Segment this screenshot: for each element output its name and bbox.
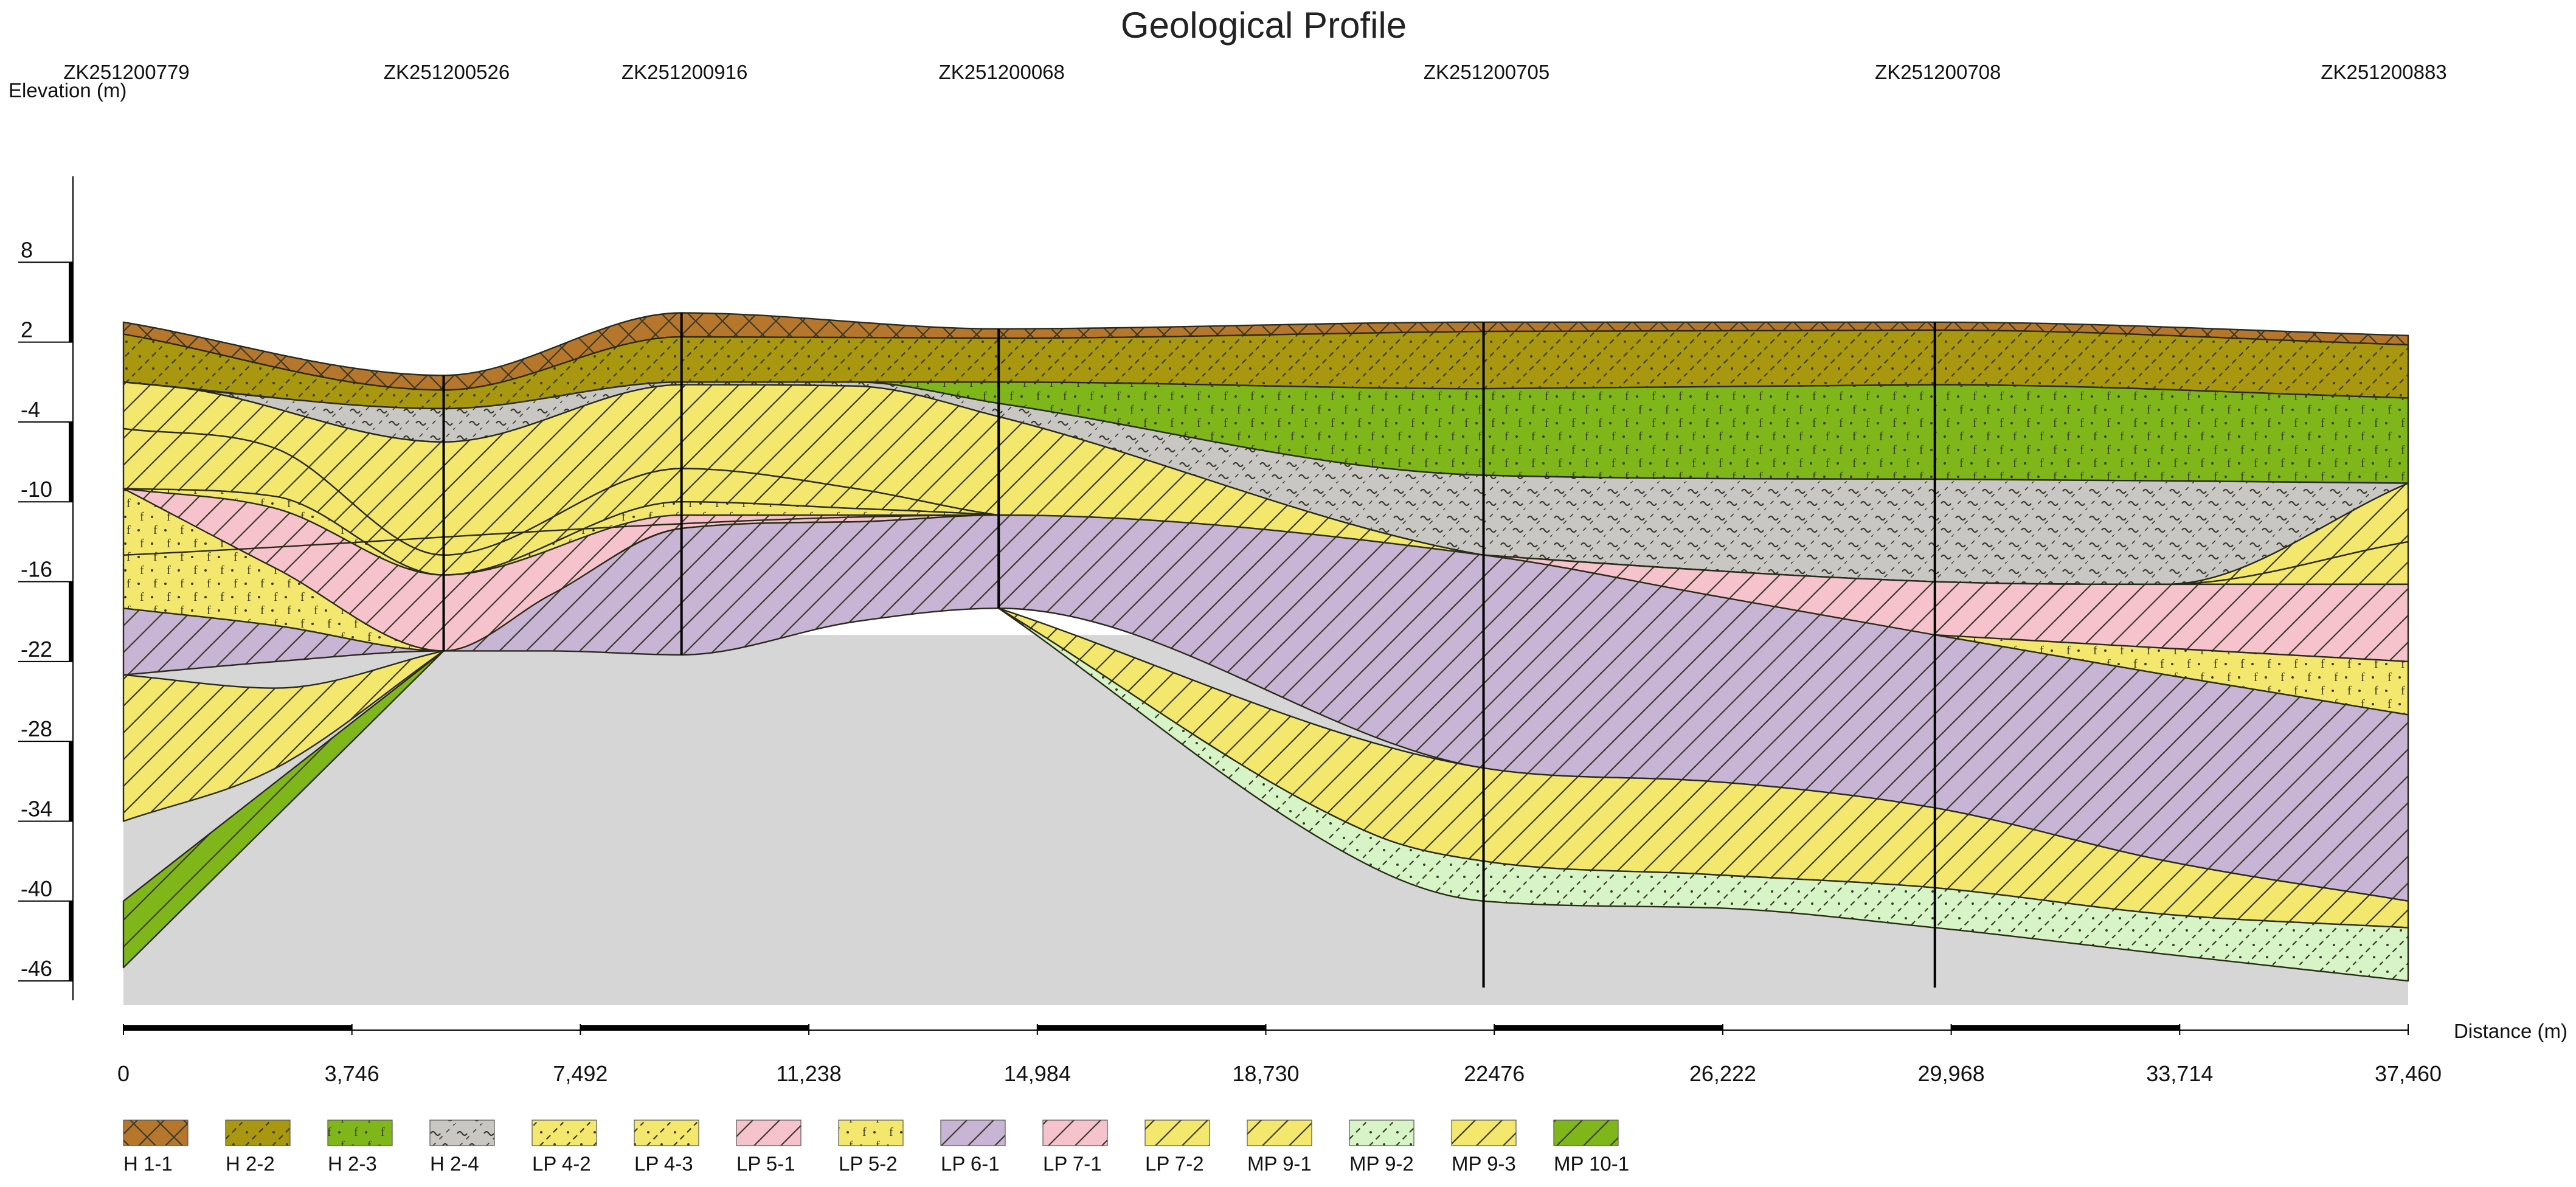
y-tick-label: 2 <box>21 317 33 342</box>
x-axis-segment <box>1494 1025 1723 1030</box>
basement-base <box>123 994 2408 1005</box>
legend-swatch-lp-4-3 <box>634 1120 699 1146</box>
legend-label-mp-9-1: MP 9-1 <box>1247 1152 1312 1175</box>
legend-swatch-h-2-3 <box>327 1120 393 1146</box>
legend-swatch-mp-9-1 <box>1247 1120 1312 1146</box>
legend-swatch-lp-7-2 <box>1144 1120 1210 1146</box>
y-axis-segment <box>69 581 74 662</box>
borehole-label: ZK251200916 <box>621 61 747 83</box>
x-tick-label: 14,984 <box>1004 1061 1071 1086</box>
x-axis-segment <box>123 1025 352 1030</box>
y-tick-label: -22 <box>21 637 52 662</box>
y-tick-label: -4 <box>21 397 40 422</box>
legend-swatch-lp-5-2 <box>838 1120 904 1146</box>
x-tick-label: 0 <box>117 1061 130 1086</box>
x-axis: 0 3,746 7,492 11,238 14,984 18,730 22476 26,222… <box>117 1024 2442 1086</box>
stratigraphic-layers <box>122 312 2409 982</box>
x-axis-label: Distance (m) <box>2454 1020 2567 1042</box>
legend-label-h-1-1: H 1-1 <box>123 1152 173 1175</box>
x-axis-segment <box>1037 1025 1266 1030</box>
x-tick-label: 37,460 <box>2375 1061 2442 1086</box>
borehole-label: ZK251200883 <box>2321 61 2446 83</box>
y-axis: 8 2 -4 -10 -16 -22 -28 -34 -40 -46 <box>18 176 74 1000</box>
x-tick-label: 18,730 <box>1232 1061 1299 1086</box>
legend-label-h-2-2: H 2-2 <box>226 1152 275 1175</box>
legend-label-lp-5-1: LP 5-1 <box>736 1152 795 1175</box>
chart-title: Geological Profile <box>1121 5 1407 46</box>
legend-swatch-lp-4-2 <box>531 1120 597 1146</box>
borehole-label: ZK251200708 <box>1875 61 2001 83</box>
legend-label-lp-5-2: LP 5-2 <box>839 1152 898 1175</box>
x-tick-label: 33,714 <box>2146 1061 2213 1086</box>
borehole-label: ZK251200526 <box>384 61 510 83</box>
x-tick-label: 7,492 <box>553 1061 608 1086</box>
legend-label-lp-6-1: LP 6-1 <box>941 1152 1000 1175</box>
borehole-label: ZK251200068 <box>939 61 1065 83</box>
legend-swatch-mp-10-1 <box>1553 1120 1619 1146</box>
y-tick-label: -10 <box>21 477 52 502</box>
legend-swatch-lp-7-1 <box>1042 1120 1108 1146</box>
borehole-lines <box>442 313 1936 988</box>
y-tick-label: -46 <box>21 956 52 981</box>
borehole-label: ZK251200705 <box>1424 61 1549 83</box>
legend-swatch-mp-9-2 <box>1349 1120 1414 1146</box>
legend-label-mp-10-1: MP 10-1 <box>1554 1152 1629 1175</box>
legend-swatch-h-2-2 <box>225 1120 291 1146</box>
x-tick-label: 11,238 <box>776 1061 841 1086</box>
legend-swatch-h-1-1 <box>123 1120 189 1146</box>
borehole-label: ZK251200779 <box>63 61 189 83</box>
x-tick-label: 29,968 <box>1918 1061 1985 1086</box>
legend-label-mp-9-2: MP 9-2 <box>1349 1152 1414 1175</box>
legend-label-h-2-3: H 2-3 <box>328 1152 377 1175</box>
y-axis-label: Elevation (m) <box>9 79 126 102</box>
borehole-labels: ZK251200779 ZK251200526 ZK251200916 ZK25120… <box>63 61 2446 83</box>
legend-swatch-lp-5-1 <box>736 1120 802 1146</box>
y-tick-label: -40 <box>21 876 52 901</box>
x-tick-label: 26,222 <box>1689 1061 1756 1086</box>
y-tick-label: -28 <box>21 716 52 741</box>
legend-swatch-mp-9-3 <box>1451 1120 1517 1146</box>
y-axis-segment <box>69 262 74 342</box>
legend-swatch-h-2-4 <box>429 1120 495 1146</box>
layer-mp-10-1 <box>122 650 445 969</box>
y-tick-label: -16 <box>21 557 52 582</box>
legend-swatch-lp-6-1 <box>940 1120 1006 1146</box>
legend-label-lp-4-3: LP 4-3 <box>634 1152 693 1175</box>
y-tick-label: 8 <box>21 237 33 262</box>
y-axis-segment <box>69 741 74 822</box>
y-axis-segment <box>69 901 74 981</box>
legend-label-lp-4-2: LP 4-2 <box>532 1152 591 1175</box>
legend-label-h-2-4: H 2-4 <box>430 1152 479 1175</box>
legend-label-lp-7-1: LP 7-1 <box>1043 1152 1102 1175</box>
legend: H 1-1 H 2-2 H 2-3 H 2-4 LP 4-2 LP 4-3 LP 5-1 LP… <box>123 1120 1629 1175</box>
x-tick-label: 22476 <box>1464 1061 1525 1086</box>
y-tick-label: -34 <box>21 796 52 821</box>
y-axis-segment <box>69 421 74 502</box>
legend-label-mp-9-3: MP 9-3 <box>1452 1152 1516 1175</box>
x-tick-label: 3,746 <box>325 1061 379 1086</box>
x-axis-segment <box>580 1025 809 1030</box>
legend-label-lp-7-2: LP 7-2 <box>1145 1152 1204 1175</box>
x-axis-segment <box>1951 1025 2180 1030</box>
